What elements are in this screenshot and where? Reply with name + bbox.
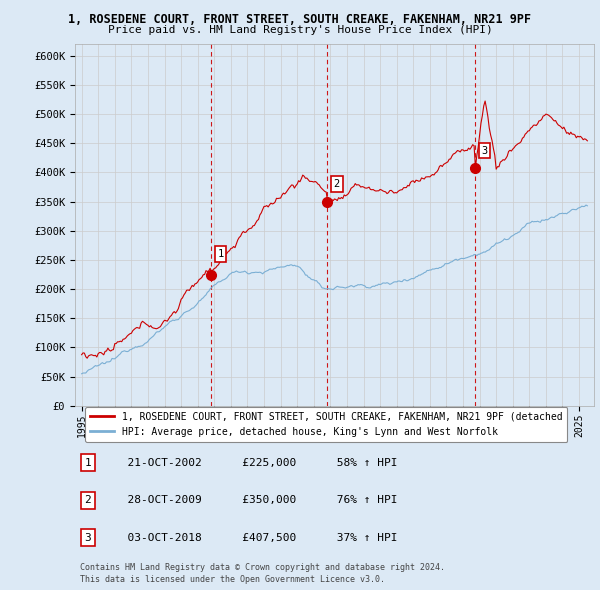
Text: 3: 3 xyxy=(85,533,91,543)
Text: Price paid vs. HM Land Registry's House Price Index (HPI): Price paid vs. HM Land Registry's House … xyxy=(107,25,493,35)
Legend: 1, ROSEDENE COURT, FRONT STREET, SOUTH CREAKE, FAKENHAM, NR21 9PF (detached, HPI: 1, ROSEDENE COURT, FRONT STREET, SOUTH C… xyxy=(85,407,568,441)
Text: 1: 1 xyxy=(218,249,224,259)
Text: 2: 2 xyxy=(85,495,91,505)
Text: 28-OCT-2009      £350,000      76% ↑ HPI: 28-OCT-2009 £350,000 76% ↑ HPI xyxy=(114,495,397,505)
Text: 3: 3 xyxy=(481,146,487,156)
Text: 03-OCT-2018      £407,500      37% ↑ HPI: 03-OCT-2018 £407,500 37% ↑ HPI xyxy=(114,533,397,543)
Text: 1: 1 xyxy=(85,458,91,468)
Text: Contains HM Land Registry data © Crown copyright and database right 2024.: Contains HM Land Registry data © Crown c… xyxy=(80,563,445,572)
Text: 21-OCT-2002      £225,000      58% ↑ HPI: 21-OCT-2002 £225,000 58% ↑ HPI xyxy=(114,458,397,468)
Text: 2: 2 xyxy=(334,179,340,189)
Text: 1, ROSEDENE COURT, FRONT STREET, SOUTH CREAKE, FAKENHAM, NR21 9PF: 1, ROSEDENE COURT, FRONT STREET, SOUTH C… xyxy=(68,13,532,26)
Text: This data is licensed under the Open Government Licence v3.0.: This data is licensed under the Open Gov… xyxy=(80,575,385,584)
